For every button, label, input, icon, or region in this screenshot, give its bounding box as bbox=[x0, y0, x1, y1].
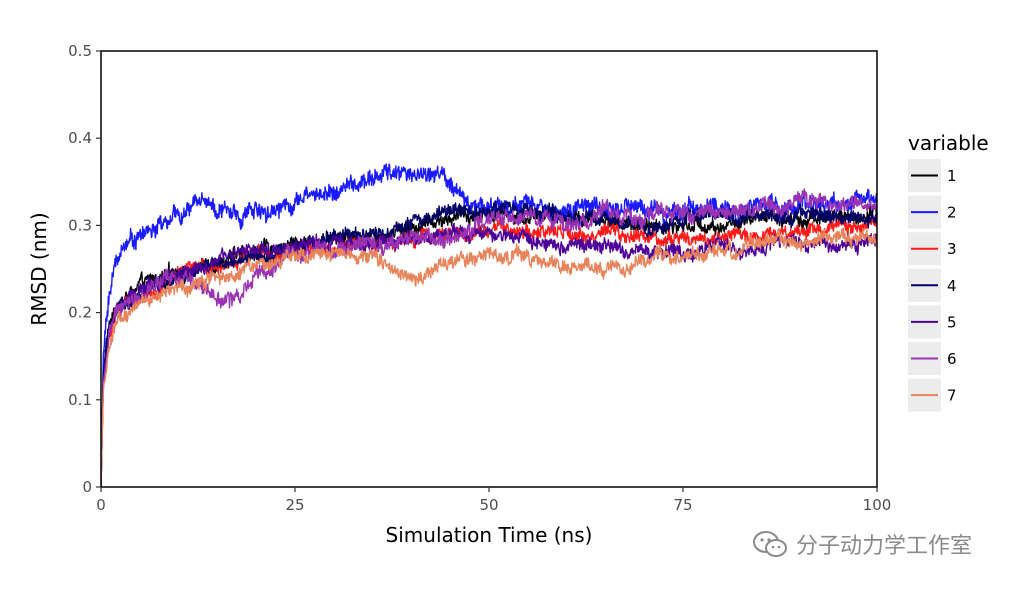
legend-title: variable bbox=[908, 131, 989, 155]
legend: variable 1 2 3 4 5 6 7 bbox=[908, 131, 989, 412]
watermark-text: 分子动力学工作室 bbox=[796, 534, 973, 559]
y-tick-label: 0.3 bbox=[68, 216, 92, 234]
y-tick-label: 0.2 bbox=[68, 304, 92, 322]
legend-label-6: 6 bbox=[947, 350, 957, 368]
x-tick-label: 100 bbox=[863, 496, 892, 514]
series-layer bbox=[101, 163, 877, 487]
legend-label-7: 7 bbox=[947, 387, 957, 405]
series-line-5 bbox=[101, 222, 877, 487]
x-tick-label: 75 bbox=[673, 496, 692, 514]
x-axis: 0 25 50 75 100 bbox=[96, 487, 891, 514]
legend-label-4: 4 bbox=[947, 277, 957, 295]
wechat-icon bbox=[753, 531, 787, 557]
y-tick-label: 0.4 bbox=[68, 129, 92, 147]
legend-label-5: 5 bbox=[947, 313, 957, 331]
x-tick-label: 50 bbox=[479, 496, 498, 514]
series-line-6 bbox=[101, 188, 877, 487]
legend-label-3: 3 bbox=[947, 240, 957, 258]
y-axis: 0 0.1 0.2 0.3 0.4 0.5 bbox=[68, 42, 101, 496]
series-line-7 bbox=[101, 227, 877, 487]
legend-label-1: 1 bbox=[947, 167, 957, 185]
x-axis-title: Simulation Time (ns) bbox=[386, 523, 593, 547]
plot-area bbox=[100, 50, 878, 488]
x-tick-label: 0 bbox=[96, 496, 106, 514]
y-tick-label: 0.5 bbox=[68, 42, 92, 60]
x-tick-label: 25 bbox=[285, 496, 304, 514]
y-tick-label: 0 bbox=[82, 478, 92, 496]
legend-items: 1 2 3 4 5 6 7 bbox=[908, 159, 957, 412]
y-tick-label: 0.1 bbox=[68, 391, 92, 409]
watermark: 分子动力学工作室 bbox=[752, 527, 972, 561]
y-axis-title: RMSD (nm) bbox=[27, 212, 51, 325]
legend-label-2: 2 bbox=[947, 204, 957, 222]
